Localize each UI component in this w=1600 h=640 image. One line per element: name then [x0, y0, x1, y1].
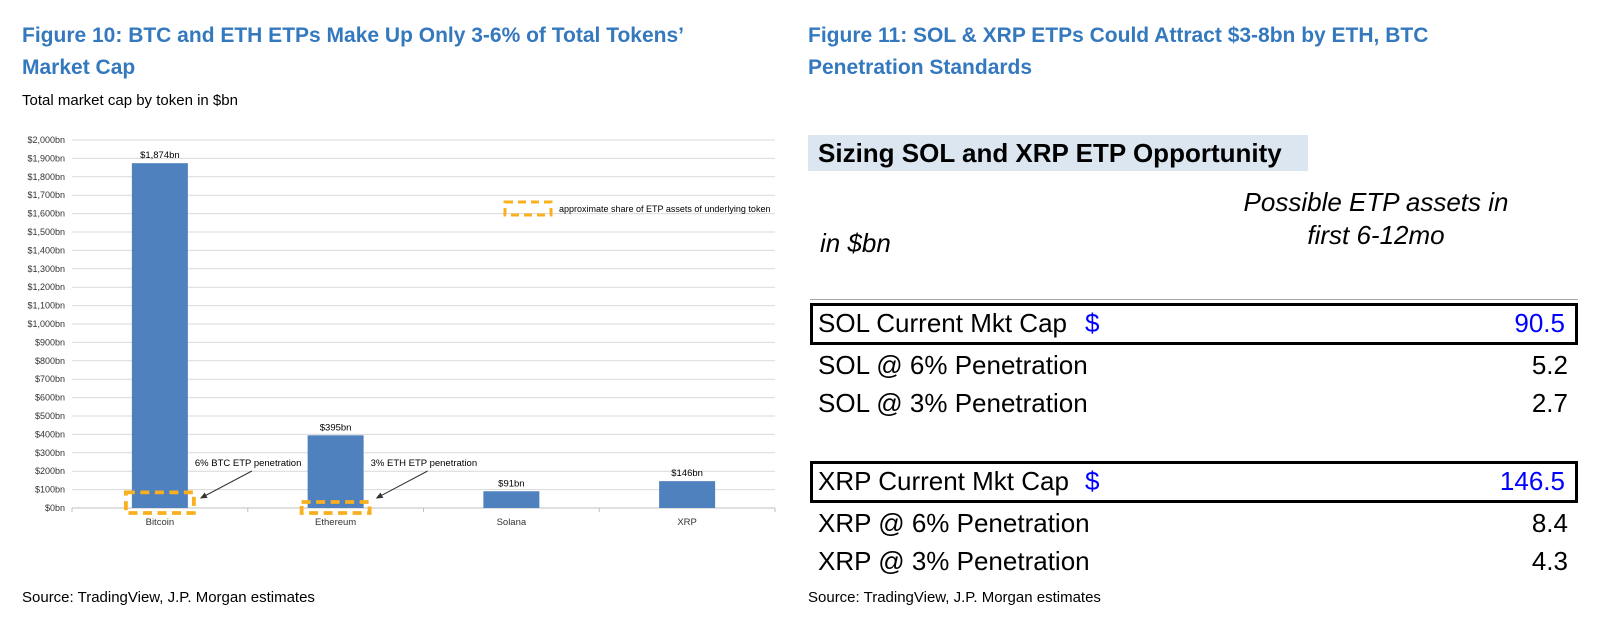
annotation-label: 6% BTC ETP penetration — [195, 458, 302, 469]
table-row-currency: $ — [1085, 466, 1100, 496]
etp-share-highlight-box — [299, 500, 372, 515]
y-tick-label: $300bn — [35, 448, 65, 458]
value-column-header-line2: first 6-12mo — [1307, 220, 1445, 250]
y-tick-label: $200bn — [35, 466, 65, 476]
table-row-xrp-6-penetration: XRP @ 6% Penetration 8.4 — [810, 504, 1578, 542]
table-top-rule — [810, 299, 1578, 300]
y-tick-label: $2,000bn — [27, 135, 65, 145]
table-row-label: XRP @ 3% Penetration — [818, 546, 1090, 576]
table-row-label: SOL Current Mkt Cap — [818, 308, 1068, 338]
table-row-sol-6-penetration: SOL @ 6% Penetration 5.2 — [810, 346, 1578, 384]
table-row-value: 2.7 — [1531, 388, 1568, 418]
y-tick-label: $1,700bn — [27, 190, 65, 200]
y-tick-label: $1,600bn — [27, 209, 65, 219]
y-tick-label: $1,900bn — [27, 153, 65, 163]
x-category-label: XRP — [677, 517, 697, 528]
table-row-label: SOL @ 3% Penetration — [818, 388, 1088, 418]
etp-share-highlight-box — [123, 490, 196, 515]
chart-svg: $0bn $100bn $200bn $300bn $400bn $500bn $600bn… — [27, 135, 776, 528]
table-row-xrp-current-mkt-cap: XRP Current Mkt Cap $146.5 — [810, 461, 1578, 503]
figure11-title-line1: Figure 11: SOL & XRP ETPs Could Attract … — [808, 24, 1429, 47]
y-tick-label: $0bn — [45, 503, 65, 513]
y-tick-label: $1,300bn — [27, 264, 65, 274]
figure11-title-line2: Penetration Standards — [808, 56, 1033, 79]
figure11-source: Source: TradingView, J.P. Morgan estimat… — [808, 589, 1101, 606]
table-row-label: XRP Current Mkt Cap — [818, 466, 1069, 496]
y-tick-label: $1,500bn — [27, 227, 65, 237]
bar-value-label: $1,874bn — [140, 150, 180, 161]
table-header-band: Sizing SOL and XRP ETP Opportunity — [808, 135, 1308, 171]
y-tick-label: $1,000bn — [27, 319, 65, 329]
y-tick-label: $900bn — [35, 337, 65, 347]
gridlines-and-y-axis: $0bn $100bn $200bn $300bn $400bn $500bn $600bn… — [27, 135, 776, 513]
table-row-sol-3-penetration: SOL @ 3% Penetration 2.7 — [810, 384, 1578, 422]
table-row-label: SOL @ 6% Penetration — [818, 350, 1088, 380]
y-tick-label: $100bn — [35, 485, 65, 495]
figure11-title: Figure 11: SOL & XRP ETPs Could Attract … — [808, 20, 1428, 84]
bar-value-label: $91bn — [498, 478, 524, 489]
value-column-header: Possible ETP assets in first 6-12mo — [1180, 186, 1572, 252]
bar-value-label: $395bn — [320, 422, 352, 433]
x-category-label: Solana — [497, 517, 527, 528]
y-tick-label: $500bn — [35, 411, 65, 421]
bar-value-label: $146bn — [671, 468, 703, 479]
y-tick-label: $1,100bn — [27, 301, 65, 311]
table-row-value: 4.3 — [1531, 546, 1568, 576]
bar-bitcoin — [131, 163, 188, 508]
bar-xrp — [659, 481, 716, 508]
table-row-value: 5.2 — [1531, 350, 1568, 380]
y-tick-label: $600bn — [35, 393, 65, 403]
legend-label: approximate share of ETP assets of under… — [559, 204, 770, 214]
bar-solana — [483, 491, 540, 508]
figure10-source: Source: TradingView, J.P. Morgan estimat… — [22, 589, 315, 606]
table-row-value: 90.5 — [1514, 308, 1565, 338]
table-row-sol-current-mkt-cap: SOL Current Mkt Cap $90.5 — [810, 303, 1578, 345]
table-unit-label: in $bn — [820, 228, 891, 258]
annotation-label: 3% ETH ETP penetration — [371, 458, 478, 469]
sizing-table: SOL Current Mkt Cap $90.5 SOL @ 6% Penetra… — [810, 0, 1578, 640]
table-row-label: XRP @ 6% Penetration — [818, 508, 1090, 538]
y-tick-label: $1,400bn — [27, 245, 65, 255]
chart-subtitle: Total market cap by token in $bn — [22, 92, 238, 109]
figure10-title-line2: Market Cap — [22, 56, 136, 79]
y-tick-label: $400bn — [35, 429, 65, 439]
value-column-header-line1: Possible ETP assets in — [1243, 187, 1509, 217]
table-row-currency: $ — [1085, 308, 1100, 338]
legend-dashed-swatch — [503, 200, 553, 217]
y-tick-label: $700bn — [35, 374, 65, 384]
figure10-title: Figure 10: BTC and ETH ETPs Make Up Only… — [22, 20, 684, 84]
bar-ethereum — [307, 435, 364, 508]
y-tick-label: $800bn — [35, 356, 65, 366]
y-tick-label: $1,200bn — [27, 282, 65, 292]
table-row-value: 8.4 — [1531, 508, 1568, 538]
y-tick-label: $1,800bn — [27, 172, 65, 182]
figure10-title-line1: Figure 10: BTC and ETH ETPs Make Up Only… — [22, 24, 684, 47]
table-row-xrp-3-penetration: XRP @ 3% Penetration 4.3 — [810, 542, 1578, 580]
x-category-label: Bitcoin — [146, 517, 175, 528]
annotation-arrow — [375, 470, 428, 499]
table-row-value: 146.5 — [1499, 466, 1565, 496]
market-cap-bar-chart: $0bn $100bn $200bn $300bn $400bn $500bn $600bn… — [20, 128, 785, 540]
annotation-arrow — [199, 470, 253, 499]
x-category-label: Ethereum — [315, 517, 356, 528]
